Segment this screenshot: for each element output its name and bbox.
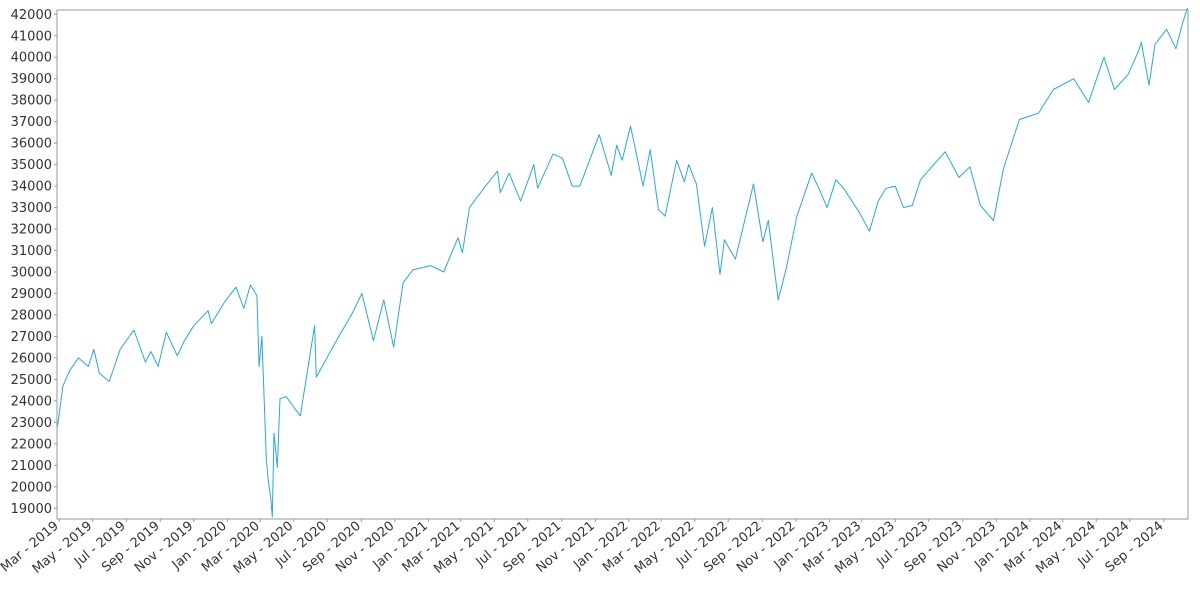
y-tick-label: 34000 <box>11 180 52 195</box>
y-tick-label: 29000 <box>11 287 52 302</box>
y-tick-label: 24000 <box>11 394 52 409</box>
y-tick-label: 31000 <box>11 244 52 259</box>
y-tick-label: 32000 <box>11 223 52 238</box>
y-tick-label: 28000 <box>11 308 52 323</box>
y-tick-label: 27000 <box>11 330 52 345</box>
y-tick-label: 21000 <box>11 459 52 474</box>
plot-area <box>56 9 1189 520</box>
y-tick-label: 33000 <box>11 201 52 216</box>
y-tick-label: 42000 <box>11 8 52 23</box>
y-tick-label: 36000 <box>11 137 52 152</box>
y-tick-label: 41000 <box>11 29 52 44</box>
y-tick-label: 23000 <box>11 416 52 431</box>
y-tick-label: 20000 <box>11 480 52 495</box>
y-tick-label: 26000 <box>11 351 52 366</box>
series-line <box>57 7 1188 518</box>
y-tick-label: 30000 <box>11 266 52 281</box>
y-tick-label: 40000 <box>11 51 52 66</box>
y-axis: 19000 20000 21000 22000 23000 24000 25000 26000… <box>11 8 57 517</box>
y-tick-label: 19000 <box>11 502 52 517</box>
y-tick-label: 25000 <box>11 373 52 388</box>
y-tick-label: 39000 <box>11 72 52 87</box>
y-tick-label: 35000 <box>11 158 52 173</box>
y-tick-label: 22000 <box>11 437 52 452</box>
y-tick-label: 38000 <box>11 94 52 109</box>
y-tick-label: 37000 <box>11 115 52 130</box>
